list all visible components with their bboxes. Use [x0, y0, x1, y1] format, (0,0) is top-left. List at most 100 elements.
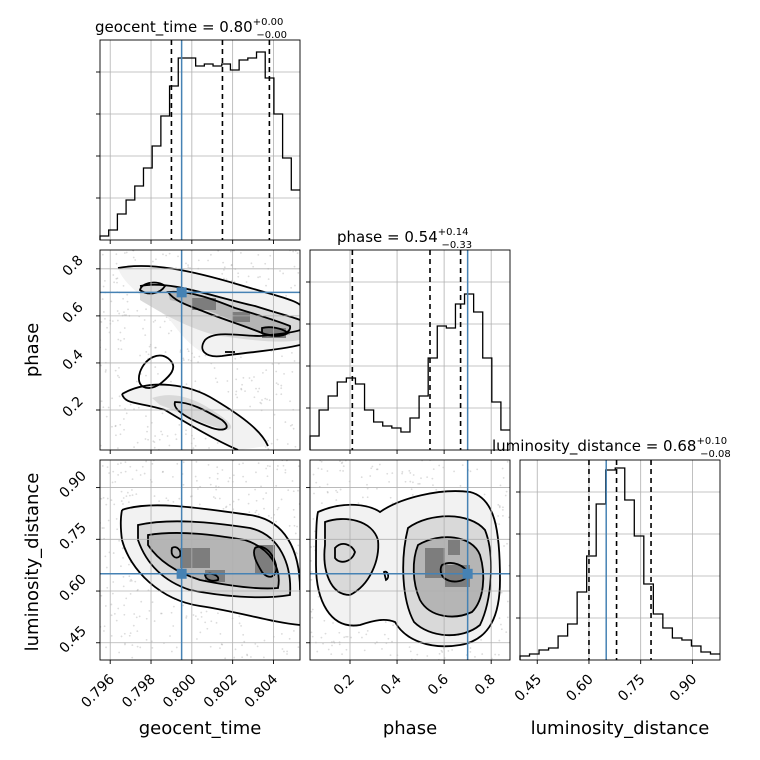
- sample-dot: [124, 407, 126, 410]
- sample-dot: [239, 356, 242, 359]
- sample-dot: [438, 464, 441, 467]
- sample-dot: [110, 300, 113, 303]
- sample-dot: [141, 465, 144, 468]
- sample-dot: [119, 331, 122, 334]
- sample-dot: [214, 377, 217, 380]
- sample-dot: [101, 527, 104, 529]
- sample-dot: [326, 490, 329, 493]
- sample-dot: [297, 646, 300, 649]
- sample-dot: [269, 465, 271, 468]
- sample-dot: [375, 468, 378, 471]
- sample-dot: [134, 259, 137, 261]
- sample-dot: [236, 368, 239, 370]
- sample-dot: [115, 518, 118, 520]
- sample-dot: [105, 566, 108, 569]
- sample-dot: [255, 387, 257, 390]
- sample-dot: [113, 503, 116, 506]
- sample-dot: [266, 398, 268, 401]
- sample-dot: [138, 615, 141, 618]
- sample-dot: [127, 308, 129, 311]
- sample-dot: [270, 517, 273, 519]
- density-luminosity-distance-vs-phase: [310, 460, 510, 660]
- sample-dot: [286, 650, 289, 653]
- sample-dot: [101, 465, 104, 467]
- sample-dot: [441, 651, 444, 653]
- sample-dot: [363, 649, 366, 652]
- sample-dot: [254, 642, 257, 645]
- sample-dot: [110, 603, 113, 606]
- sample-dot: [286, 443, 289, 445]
- sample-dot: [196, 618, 199, 621]
- sample-dot: [389, 654, 392, 656]
- sample-dot: [116, 277, 119, 280]
- sample-dot: [139, 646, 142, 649]
- sample-dot: [170, 329, 173, 332]
- sample-dot: [263, 639, 266, 642]
- sample-dot: [172, 500, 175, 503]
- sample-dot: [276, 508, 279, 511]
- sample-dot: [506, 616, 509, 619]
- sample-dot: [250, 262, 253, 265]
- sample-dot: [358, 631, 360, 634]
- sample-dot: [237, 275, 240, 278]
- sample-dot: [291, 370, 294, 373]
- sample-dot: [275, 382, 278, 385]
- sample-dot: [104, 370, 107, 373]
- sample-dot: [447, 650, 450, 652]
- sample-dot: [320, 460, 323, 463]
- sample-dot: [102, 285, 105, 288]
- sample-dot: [120, 565, 122, 568]
- sample-dot: [392, 624, 394, 627]
- sample-dot: [111, 320, 114, 323]
- sample-dot: [222, 261, 225, 264]
- sample-dot: [104, 555, 107, 558]
- xlabel-phase: phase: [383, 718, 437, 739]
- sample-dot: [257, 462, 260, 465]
- sample-dot: [113, 281, 116, 284]
- sample-dot: [147, 353, 150, 356]
- sample-dot: [132, 256, 135, 259]
- sample-dot: [409, 480, 412, 483]
- sample-dot: [497, 515, 500, 517]
- sample-dot: [409, 472, 412, 474]
- sample-dot: [340, 462, 343, 465]
- sample-dot: [104, 348, 107, 351]
- sample-dot: [102, 496, 105, 499]
- sample-dot: [242, 376, 245, 379]
- sample-dot: [215, 488, 218, 491]
- sample-dot: [194, 444, 197, 447]
- sample-dot: [237, 272, 240, 275]
- sample-dot: [185, 429, 187, 432]
- sample-dot: [185, 615, 188, 617]
- sample-dot: [196, 638, 198, 640]
- sample-dot: [235, 393, 237, 396]
- sample-dot: [226, 380, 229, 382]
- sample-dot: [275, 520, 277, 523]
- sample-dot: [221, 643, 224, 646]
- sample-dot: [234, 648, 237, 651]
- sample-dot: [154, 366, 157, 368]
- sample-dot: [192, 614, 195, 616]
- sample-dot: [242, 462, 244, 465]
- hist-geocent-time-panel: [96, 39, 301, 244]
- sample-dot: [114, 425, 117, 428]
- sample-dot: [195, 460, 198, 463]
- sample-dot: [254, 511, 257, 514]
- sample-dot: [115, 619, 118, 622]
- sample-dot: [111, 397, 114, 400]
- sample-dot: [295, 551, 298, 554]
- sample-dot: [119, 339, 122, 342]
- sample-dot: [106, 586, 109, 589]
- sample-dot: [343, 636, 346, 639]
- sample-dot: [105, 415, 108, 418]
- sample-dot: [212, 496, 215, 498]
- sample-dot: [247, 275, 250, 278]
- sample-dot: [360, 476, 363, 479]
- sample-dot: [105, 369, 107, 371]
- y-tick-label: 0.90: [56, 468, 89, 501]
- sample-dot: [257, 254, 260, 256]
- sample-dot: [311, 616, 314, 619]
- sample-dot: [131, 656, 134, 659]
- sample-dot: [131, 494, 134, 497]
- y-tick-label: 0.8: [60, 252, 87, 279]
